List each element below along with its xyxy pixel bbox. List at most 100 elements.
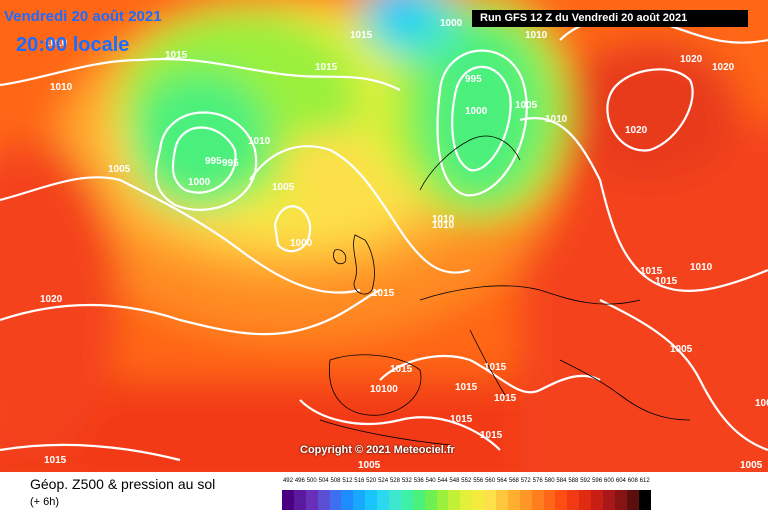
scale-label: 580	[544, 478, 555, 484]
isobar-ring	[154, 111, 258, 211]
scale-label: 524	[378, 478, 389, 484]
isobar-label: 1010	[545, 114, 568, 125]
isobar-line	[0, 443, 181, 462]
scale-swatch	[329, 490, 342, 510]
scale-label: 556	[473, 478, 484, 484]
scale-swatch	[400, 490, 413, 510]
isobar-label: 1000	[188, 177, 211, 188]
scale-swatch	[484, 490, 497, 510]
scale-label: 516	[354, 478, 365, 484]
coastline	[333, 249, 347, 265]
scale-swatch	[614, 490, 627, 510]
copyright: Copyright © 2021 Meteociel.fr	[300, 444, 455, 456]
isobar-line	[599, 299, 768, 452]
scale-label: 548	[449, 478, 460, 484]
scale-label: 492	[282, 478, 293, 484]
scale-swatch	[460, 490, 473, 510]
isobar-label: 1020	[625, 125, 648, 136]
date-line: Vendredi 20 août 2021	[4, 8, 162, 25]
scale-swatch	[519, 490, 532, 510]
weather-map: 1010101510101015101510009951000100510101…	[0, 0, 768, 472]
scale-label: 596	[592, 478, 603, 484]
isobar-line	[0, 289, 381, 336]
isobar-label: 1005	[670, 344, 693, 355]
isobar-label: 1005	[740, 460, 763, 471]
scale-label: 560	[485, 478, 496, 484]
local-time: 20:00 locale	[16, 34, 130, 56]
scale-label: 584	[556, 478, 567, 484]
isobar-line	[249, 145, 471, 274]
scale-swatch	[365, 490, 378, 510]
scale-label: 528	[389, 478, 400, 484]
isobar-label: 1015	[390, 364, 413, 375]
isobar-line	[299, 399, 501, 451]
isobar-label: 1015	[455, 382, 478, 393]
scale-swatch	[496, 490, 508, 510]
isobar-label: 1010	[248, 136, 271, 147]
run-label: Run GFS 12 Z du Vendredi 20 août 2021	[472, 10, 748, 27]
geopotential-field	[0, 0, 768, 472]
coastline	[559, 359, 691, 421]
scale-swatch	[377, 490, 390, 510]
scale-swatch	[282, 490, 294, 510]
coastline	[319, 419, 451, 446]
scale-label: 540	[425, 478, 436, 484]
scale-label: 588	[568, 478, 579, 484]
isobar-label: 1015	[372, 288, 395, 299]
isobar-label: 1010	[432, 220, 455, 231]
isobar-ring	[606, 68, 694, 152]
coastline	[419, 135, 521, 191]
isobar-label: 1000	[465, 106, 488, 117]
isobar-label: 1010	[690, 262, 713, 273]
scale-label: 520	[366, 478, 377, 484]
scale-swatch	[424, 490, 437, 510]
isobar-label: 1005	[108, 164, 131, 175]
isobar-label: 1015	[315, 62, 338, 73]
isobar-ring	[451, 65, 512, 172]
scale-label: 600	[603, 478, 614, 484]
isobar-label: 1010	[45, 38, 68, 49]
isobar-label: 1015	[480, 430, 503, 441]
scale-label: 500	[306, 478, 317, 484]
scale-swatch	[579, 490, 592, 510]
scale-label: 612	[639, 478, 650, 484]
scale-swatch	[472, 490, 485, 510]
scale-label: 536	[413, 478, 424, 484]
legend-footer: Géop. Z500 & pression au sol (+ 6h) 492 4…	[0, 472, 768, 512]
isobar-labels: 1010101510101015101510009951000100510101…	[40, 18, 768, 471]
scale-swatch	[448, 490, 461, 510]
scale-swatch	[567, 490, 580, 510]
scale-swatch	[293, 490, 306, 510]
isobar-label: 1015	[44, 455, 67, 466]
scale-label: 544	[437, 478, 448, 484]
scale-labels: 492 496 500 504 508 512 516 520 524 528 532 536 540 5…	[282, 478, 752, 490]
isobar-label: 1005	[358, 460, 381, 471]
coastlines	[319, 135, 691, 446]
scale-label: 552	[461, 478, 472, 484]
isobar-label: 1015	[450, 414, 473, 425]
isobar-label: 1010	[525, 30, 548, 41]
scale-swatch	[317, 490, 330, 510]
scale-label: 564	[496, 478, 507, 484]
isobar-ring	[273, 205, 312, 253]
isobar-label: 1020	[680, 54, 703, 65]
scale-label: 576	[532, 478, 543, 484]
scale-label: 572	[520, 478, 531, 484]
scale-swatch	[305, 490, 318, 510]
coastline	[419, 285, 641, 305]
scale-swatch	[412, 490, 425, 510]
legend-subtitle: (+ 6h)	[30, 496, 60, 508]
isobar-label: 1015	[640, 266, 663, 277]
isobar-line	[379, 354, 601, 394]
isobar-label: 1015	[484, 362, 507, 373]
scale-swatch	[638, 490, 651, 510]
coastline	[469, 329, 506, 396]
isobar-label: 1000	[290, 238, 313, 249]
isobar-label: 1010	[50, 82, 73, 93]
scale-swatch	[626, 490, 639, 510]
scale-label: 512	[342, 478, 353, 484]
color-scale: 492 496 500 504 508 512 516 520 524 528 532 536 540 5…	[282, 478, 752, 510]
isobar-label: 1000	[755, 398, 768, 409]
scale-swatch	[353, 490, 366, 510]
scale-swatch	[591, 490, 604, 510]
